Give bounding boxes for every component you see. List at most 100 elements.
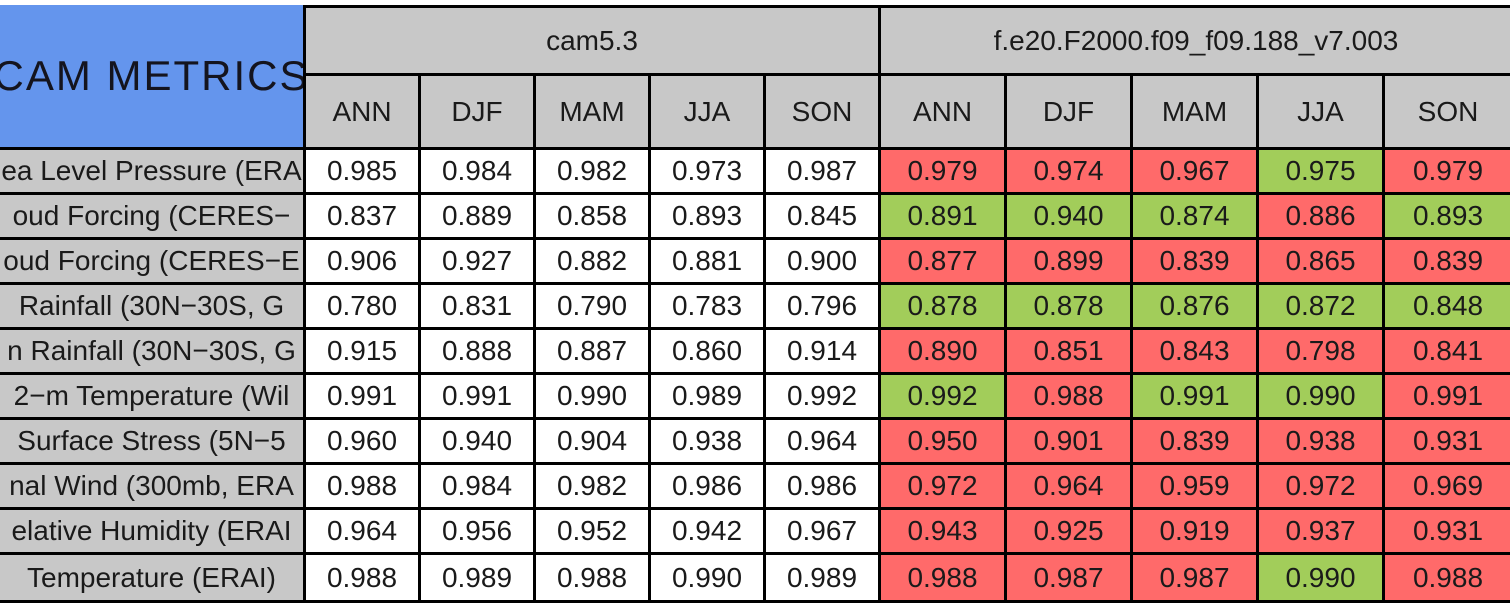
cam53-value-cell: 0.783 — [651, 285, 766, 330]
cam53-value-cell: 0.985 — [306, 150, 421, 195]
cam53-season-header-row: ANN DJF MAM JJA SON — [306, 76, 881, 147]
test-value-cell: 0.950 — [881, 420, 1007, 465]
test-value-cell: 0.992 — [881, 375, 1007, 420]
test-value-cell: 0.872 — [1259, 285, 1385, 330]
test-value-cell: 0.891 — [881, 195, 1007, 240]
cam53-value-cell: 0.780 — [306, 285, 421, 330]
cam53-value-cell: 0.889 — [421, 195, 536, 240]
test-value-cell: 0.899 — [1007, 240, 1133, 285]
cam53-value-cell: 0.796 — [766, 285, 881, 330]
cam53-value-cell: 0.888 — [421, 330, 536, 375]
cam53-value-cell: 0.882 — [536, 240, 651, 285]
season-header-djf: DJF — [421, 76, 536, 147]
cam53-value-cell: 0.960 — [306, 420, 421, 465]
test-value-cell: 0.839 — [1133, 420, 1259, 465]
cam53-value-cell: 0.988 — [536, 555, 651, 600]
row-label-cell: n Rainfall (30N−30S, G — [0, 330, 306, 375]
cam53-value-cell: 0.831 — [421, 285, 536, 330]
test-value-cell: 0.931 — [1385, 510, 1510, 555]
test-value-cell: 0.851 — [1007, 330, 1133, 375]
test-value-cell: 0.848 — [1385, 285, 1510, 330]
row-label-cell: oud Forcing (CERES− — [0, 195, 306, 240]
test-value-cell: 0.959 — [1133, 465, 1259, 510]
cam53-value-cell: 0.992 — [766, 375, 881, 420]
cam53-value-cell: 0.927 — [421, 240, 536, 285]
cam53-value-cell: 0.984 — [421, 150, 536, 195]
cam53-value-cell: 0.837 — [306, 195, 421, 240]
test-value-cell: 0.979 — [1385, 150, 1510, 195]
cam53-value-cell: 0.845 — [766, 195, 881, 240]
metric-row: 2−m Temperature (Wil 0.991 0.991 0.990 0… — [0, 375, 1510, 420]
table-title-cell: CAM METRICS — [0, 5, 306, 147]
test-value-cell: 0.987 — [1007, 555, 1133, 600]
cam53-value-cell: 0.982 — [536, 465, 651, 510]
test-value-cell: 0.940 — [1007, 195, 1133, 240]
cam53-value-cell: 0.991 — [306, 375, 421, 420]
cam53-value-cell: 0.986 — [766, 465, 881, 510]
test-season-header-row: ANN DJF MAM JJA SON — [881, 76, 1510, 147]
cam53-value-cell: 0.915 — [306, 330, 421, 375]
test-value-cell: 0.937 — [1259, 510, 1385, 555]
metric-row: nal Wind (300mb, ERA 0.988 0.984 0.982 0… — [0, 465, 1510, 510]
cam53-value-cell: 0.987 — [766, 150, 881, 195]
metric-row: Rainfall (30N−30S, G 0.780 0.831 0.790 0… — [0, 285, 1510, 330]
cam53-value-cell: 0.986 — [651, 465, 766, 510]
season-header-jja: JJA — [1259, 76, 1385, 147]
test-value-cell: 0.839 — [1385, 240, 1510, 285]
season-header-mam: MAM — [1133, 76, 1259, 147]
cam53-value-cell: 0.952 — [536, 510, 651, 555]
cam53-value-cell: 0.988 — [306, 555, 421, 600]
test-value-cell: 0.964 — [1007, 465, 1133, 510]
test-value-cell: 0.974 — [1007, 150, 1133, 195]
metric-row: elative Humidity (ERAI 0.964 0.956 0.952… — [0, 510, 1510, 555]
test-value-cell: 0.877 — [881, 240, 1007, 285]
row-label-cell: ea Level Pressure (ERA — [0, 150, 306, 195]
cam53-value-cell: 0.989 — [766, 555, 881, 600]
row-label-cell: elative Humidity (ERAI — [0, 510, 306, 555]
cam53-value-cell: 0.887 — [536, 330, 651, 375]
metric-row: Temperature (ERAI) 0.988 0.989 0.988 0.9… — [0, 555, 1510, 600]
test-value-cell: 0.925 — [1007, 510, 1133, 555]
cam53-value-cell: 0.989 — [651, 375, 766, 420]
cam53-value-cell: 0.938 — [651, 420, 766, 465]
cam53-value-cell: 0.991 — [421, 375, 536, 420]
test-value-cell: 0.878 — [1007, 285, 1133, 330]
cam53-value-cell: 0.914 — [766, 330, 881, 375]
metric-row: Surface Stress (5N−5 0.960 0.940 0.904 0… — [0, 420, 1510, 465]
season-header-son: SON — [1385, 76, 1510, 147]
test-value-cell: 0.972 — [881, 465, 1007, 510]
cam53-value-cell: 0.900 — [766, 240, 881, 285]
cam53-value-cell: 0.967 — [766, 510, 881, 555]
test-value-cell: 0.878 — [881, 285, 1007, 330]
test-value-cell: 0.972 — [1259, 465, 1385, 510]
test-value-cell: 0.975 — [1259, 150, 1385, 195]
test-value-cell: 0.843 — [1133, 330, 1259, 375]
cam53-value-cell: 0.893 — [651, 195, 766, 240]
cam53-value-cell: 0.989 — [421, 555, 536, 600]
season-header-ann: ANN — [881, 76, 1007, 147]
cam53-value-cell: 0.858 — [536, 195, 651, 240]
season-header-son: SON — [766, 76, 881, 147]
column-group-test-case: f.e20.F2000.f09_f09.188_v7.003 ANN DJF M… — [881, 5, 1510, 147]
test-value-cell: 0.798 — [1259, 330, 1385, 375]
test-value-cell: 0.931 — [1385, 420, 1510, 465]
column-group-cam53: cam5.3 ANN DJF MAM JJA SON — [306, 5, 881, 147]
season-header-jja: JJA — [651, 76, 766, 147]
test-value-cell: 0.893 — [1385, 195, 1510, 240]
test-value-cell: 0.876 — [1133, 285, 1259, 330]
test-value-cell: 0.865 — [1259, 240, 1385, 285]
test-value-cell: 0.987 — [1133, 555, 1259, 600]
column-group-test-case-label: f.e20.F2000.f09_f09.188_v7.003 — [881, 8, 1510, 76]
column-group-cam53-label: cam5.3 — [306, 8, 881, 76]
test-value-cell: 0.988 — [1385, 555, 1510, 600]
test-value-cell: 0.943 — [881, 510, 1007, 555]
test-value-cell: 0.967 — [1133, 150, 1259, 195]
test-value-cell: 0.874 — [1133, 195, 1259, 240]
row-label-cell: 2−m Temperature (Wil — [0, 375, 306, 420]
metric-row: ea Level Pressure (ERA 0.985 0.984 0.982… — [0, 150, 1510, 195]
cam53-value-cell: 0.956 — [421, 510, 536, 555]
cam53-value-cell: 0.790 — [536, 285, 651, 330]
test-value-cell: 0.991 — [1133, 375, 1259, 420]
test-value-cell: 0.839 — [1133, 240, 1259, 285]
cam53-value-cell: 0.964 — [306, 510, 421, 555]
